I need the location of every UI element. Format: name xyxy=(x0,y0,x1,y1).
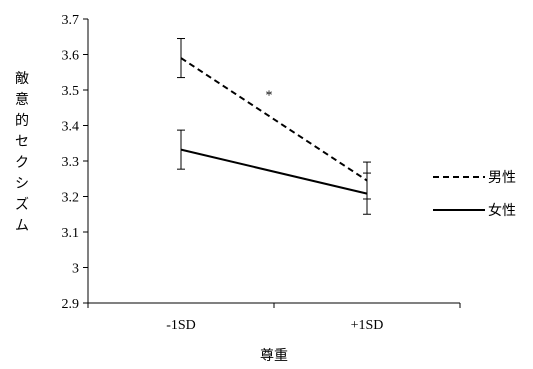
series-line-female xyxy=(180,148,368,195)
y-tick-label: 3 xyxy=(72,262,79,277)
y-tick-label: 3.3 xyxy=(62,155,80,170)
y-axis-title-char: ム xyxy=(15,218,29,234)
axes xyxy=(87,19,460,304)
legend-label: 女性 xyxy=(488,202,516,219)
series-layer xyxy=(177,38,371,215)
x-tick-label: -1SD xyxy=(166,318,196,333)
y-axis-title-char: ク xyxy=(15,155,29,171)
y-axis-title-char: シ xyxy=(15,176,29,192)
y-axis-title-char: 敵 xyxy=(15,71,29,87)
x-ticks: -1SD +1SD xyxy=(87,303,461,333)
legend-label: 男性 xyxy=(488,170,516,186)
y-axis-title-char: ズ xyxy=(15,197,29,213)
y-axis-title-char: セ xyxy=(15,134,29,150)
y-axis-title-char: 意 xyxy=(15,91,29,108)
y-tick-label: 3.7 xyxy=(62,13,80,28)
x-axis-title: 尊重 xyxy=(260,347,288,364)
y-ticks: 2.9 3 3.1 3.2 3.3 3.4 3.5 3.6 3.7 xyxy=(62,13,88,312)
series-line-male xyxy=(180,57,368,182)
x-tick-label: +1SD xyxy=(351,318,384,333)
y-tick-label: 3.5 xyxy=(62,84,80,99)
significance-annotation: * xyxy=(266,89,273,104)
y-tick-label: 3.6 xyxy=(62,49,80,64)
y-tick-label: 3.1 xyxy=(62,226,80,241)
y-axis-title-char: 的 xyxy=(15,113,29,129)
y-tick-label: 2.9 xyxy=(62,297,80,312)
y-tick-label: 3.4 xyxy=(62,120,80,135)
y-tick-label: 3.2 xyxy=(62,191,80,206)
